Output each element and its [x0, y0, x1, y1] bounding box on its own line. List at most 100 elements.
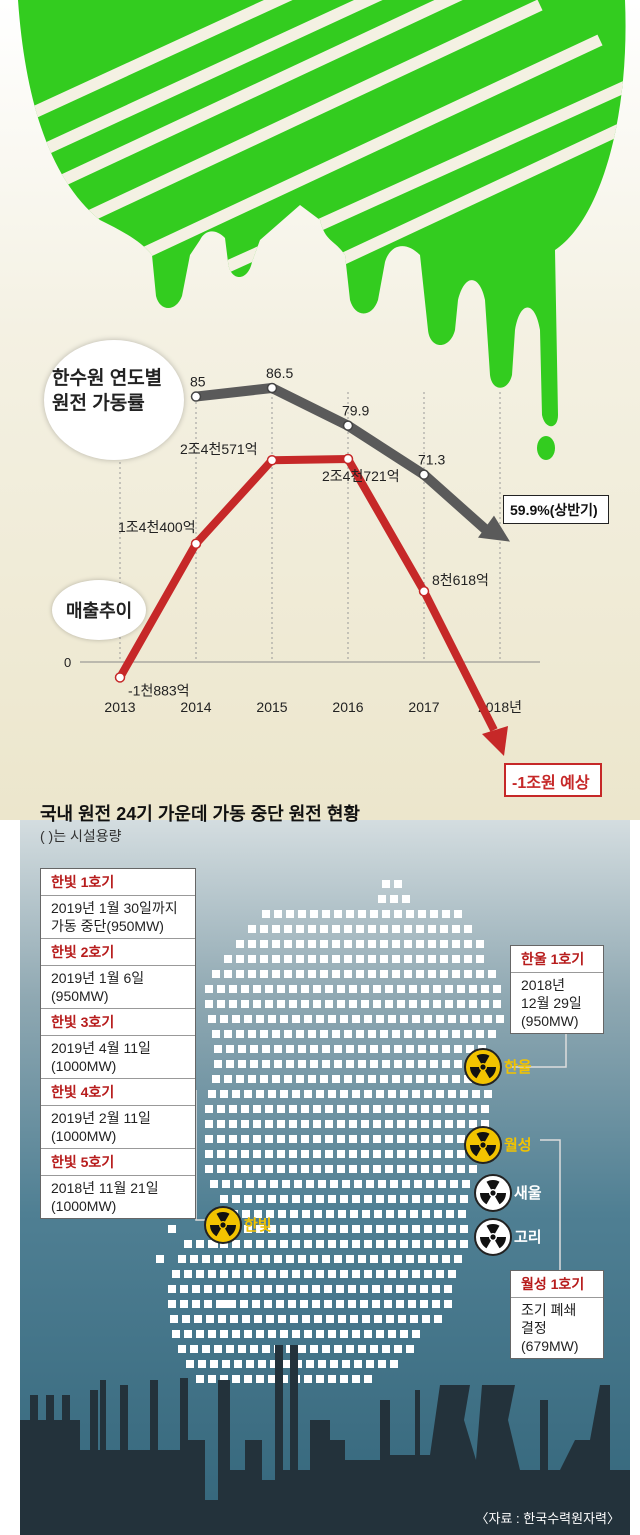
map-dot	[433, 1120, 441, 1128]
map-dot	[206, 1315, 214, 1323]
rate-point	[190, 391, 202, 402]
map-dot	[332, 1075, 340, 1083]
map-dot	[418, 910, 426, 918]
map-dot	[205, 1135, 213, 1143]
map-dot	[265, 1165, 273, 1173]
map-dot	[409, 1105, 417, 1113]
map-dot	[488, 1030, 496, 1038]
map-dot	[361, 1105, 369, 1113]
rate-title: 한수원 연도별 원전 가동률	[52, 368, 163, 414]
map-dot	[336, 1300, 344, 1308]
map-dot	[404, 925, 412, 933]
map-dot	[445, 1000, 453, 1008]
map-dot	[376, 1330, 384, 1338]
map-dot	[337, 1120, 345, 1128]
map-dot	[368, 940, 376, 948]
sales-title: 매출추이	[66, 601, 133, 621]
map-dot	[238, 1060, 246, 1068]
map-dot	[464, 1030, 472, 1038]
map-dot	[272, 955, 280, 963]
map-dot	[420, 1300, 428, 1308]
map-dot	[326, 1210, 334, 1218]
map-dot	[289, 985, 297, 993]
map-dot	[289, 1165, 297, 1173]
map-dot	[344, 1030, 352, 1038]
map-dot	[334, 1345, 342, 1353]
rate-2018-label: 59.9%(상반기)	[510, 502, 598, 518]
map-dot	[256, 1225, 264, 1233]
x-tick-label: 2017	[408, 699, 439, 715]
hanul-1-head: 한울 1호기	[511, 946, 603, 973]
map-dot	[292, 1330, 300, 1338]
map-dot	[392, 1030, 400, 1038]
map-dot	[328, 1375, 336, 1383]
map-dot	[397, 1105, 405, 1113]
map-dot	[256, 1240, 264, 1248]
map-dot	[262, 1045, 270, 1053]
map-dot	[428, 940, 436, 948]
map-dot	[406, 1345, 414, 1353]
map-dot	[460, 1015, 468, 1023]
map-dot	[282, 1360, 290, 1368]
map-dot	[332, 970, 340, 978]
wolsong-1-line: 결정	[521, 1320, 547, 1336]
map-dot	[406, 1045, 414, 1053]
map-dot	[304, 1195, 312, 1203]
map-dot	[276, 1300, 284, 1308]
map-dot	[338, 1315, 346, 1323]
map-dot	[373, 1120, 381, 1128]
sales-data-label: 2조4천721억	[322, 468, 400, 484]
map-dot	[382, 910, 390, 918]
map-dot	[454, 910, 462, 918]
wolsong-1-info-box: 월성 1호기 조기 폐쇄 결정 (679MW)	[510, 1270, 604, 1359]
map-dot	[262, 1345, 270, 1353]
map-dot	[476, 1030, 484, 1038]
map-dot	[202, 1345, 210, 1353]
map-dot	[340, 1270, 348, 1278]
x-tick-label: 2016	[332, 699, 363, 715]
map-dot	[292, 1015, 300, 1023]
map-dot	[412, 1240, 420, 1248]
map-dot	[270, 1180, 278, 1188]
x-tick-label: 2018년	[478, 699, 522, 715]
map-dot	[400, 1015, 408, 1023]
map-dot	[220, 1330, 228, 1338]
map-dot	[260, 1075, 268, 1083]
map-dot	[344, 925, 352, 933]
map-dot	[364, 1240, 372, 1248]
map-dot	[380, 970, 388, 978]
map-dot	[192, 1300, 200, 1308]
map-dot	[366, 1360, 374, 1368]
map-dot	[352, 1090, 360, 1098]
map-dot	[356, 940, 364, 948]
map-dot	[265, 985, 273, 993]
map-dot	[388, 1240, 396, 1248]
map-dot	[224, 1075, 232, 1083]
sales-point	[418, 585, 430, 597]
hanul-label: 한울	[504, 1059, 532, 1076]
x-tick-label: 2014	[180, 699, 211, 715]
map-dot	[440, 1030, 448, 1038]
map-dot	[394, 910, 402, 918]
callout-lines	[195, 1030, 567, 1270]
x-tick-label: 2015	[256, 699, 287, 715]
map-dot	[421, 1150, 429, 1158]
map-dot	[412, 1225, 420, 1233]
map-dot	[436, 1225, 444, 1233]
map-dot	[210, 1360, 218, 1368]
map-dot	[334, 910, 342, 918]
map-dot	[416, 970, 424, 978]
map-dot	[313, 1120, 321, 1128]
map-dot	[182, 1315, 190, 1323]
map-dot	[376, 1225, 384, 1233]
map-dot	[301, 1000, 309, 1008]
map-dot	[262, 1060, 270, 1068]
map-dot	[448, 1225, 456, 1233]
map-dot	[402, 895, 410, 903]
map-dot	[300, 1285, 308, 1293]
hanbit-unit-line: 가동 중단(950MW)	[51, 918, 164, 934]
map-dot	[168, 1285, 176, 1293]
map-dot	[248, 1075, 256, 1083]
map-dot	[337, 1150, 345, 1158]
